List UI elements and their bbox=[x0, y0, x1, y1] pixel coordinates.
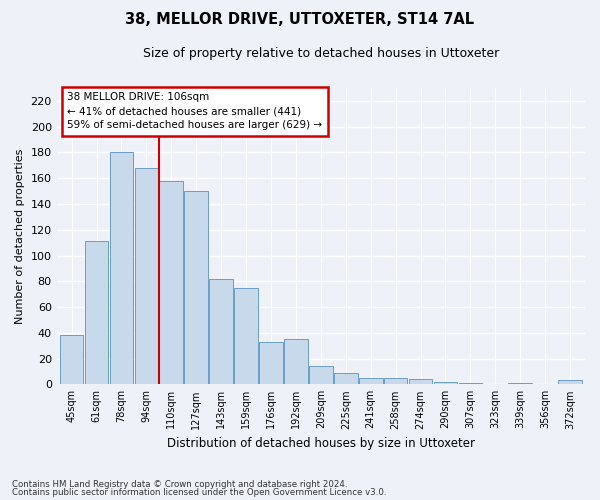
Bar bbox=[284, 339, 308, 384]
Bar bbox=[110, 152, 133, 384]
Bar bbox=[508, 383, 532, 384]
Bar bbox=[359, 378, 383, 384]
Text: Contains public sector information licensed under the Open Government Licence v3: Contains public sector information licen… bbox=[12, 488, 386, 497]
Bar bbox=[60, 336, 83, 384]
Y-axis label: Number of detached properties: Number of detached properties bbox=[15, 148, 25, 324]
Bar bbox=[85, 242, 109, 384]
Bar bbox=[334, 372, 358, 384]
Bar bbox=[558, 380, 582, 384]
Bar bbox=[409, 379, 433, 384]
Bar bbox=[209, 278, 233, 384]
Text: 38, MELLOR DRIVE, UTTOXETER, ST14 7AL: 38, MELLOR DRIVE, UTTOXETER, ST14 7AL bbox=[125, 12, 475, 28]
X-axis label: Distribution of detached houses by size in Uttoxeter: Distribution of detached houses by size … bbox=[167, 437, 475, 450]
Bar bbox=[458, 383, 482, 384]
Bar bbox=[259, 342, 283, 384]
Bar bbox=[134, 168, 158, 384]
Title: Size of property relative to detached houses in Uttoxeter: Size of property relative to detached ho… bbox=[143, 48, 499, 60]
Bar bbox=[384, 378, 407, 384]
Text: Contains HM Land Registry data © Crown copyright and database right 2024.: Contains HM Land Registry data © Crown c… bbox=[12, 480, 347, 489]
Text: 38 MELLOR DRIVE: 106sqm
← 41% of detached houses are smaller (441)
59% of semi-d: 38 MELLOR DRIVE: 106sqm ← 41% of detache… bbox=[67, 92, 322, 130]
Bar bbox=[184, 191, 208, 384]
Bar bbox=[309, 366, 332, 384]
Bar bbox=[234, 288, 258, 384]
Bar bbox=[160, 181, 183, 384]
Bar bbox=[434, 382, 457, 384]
